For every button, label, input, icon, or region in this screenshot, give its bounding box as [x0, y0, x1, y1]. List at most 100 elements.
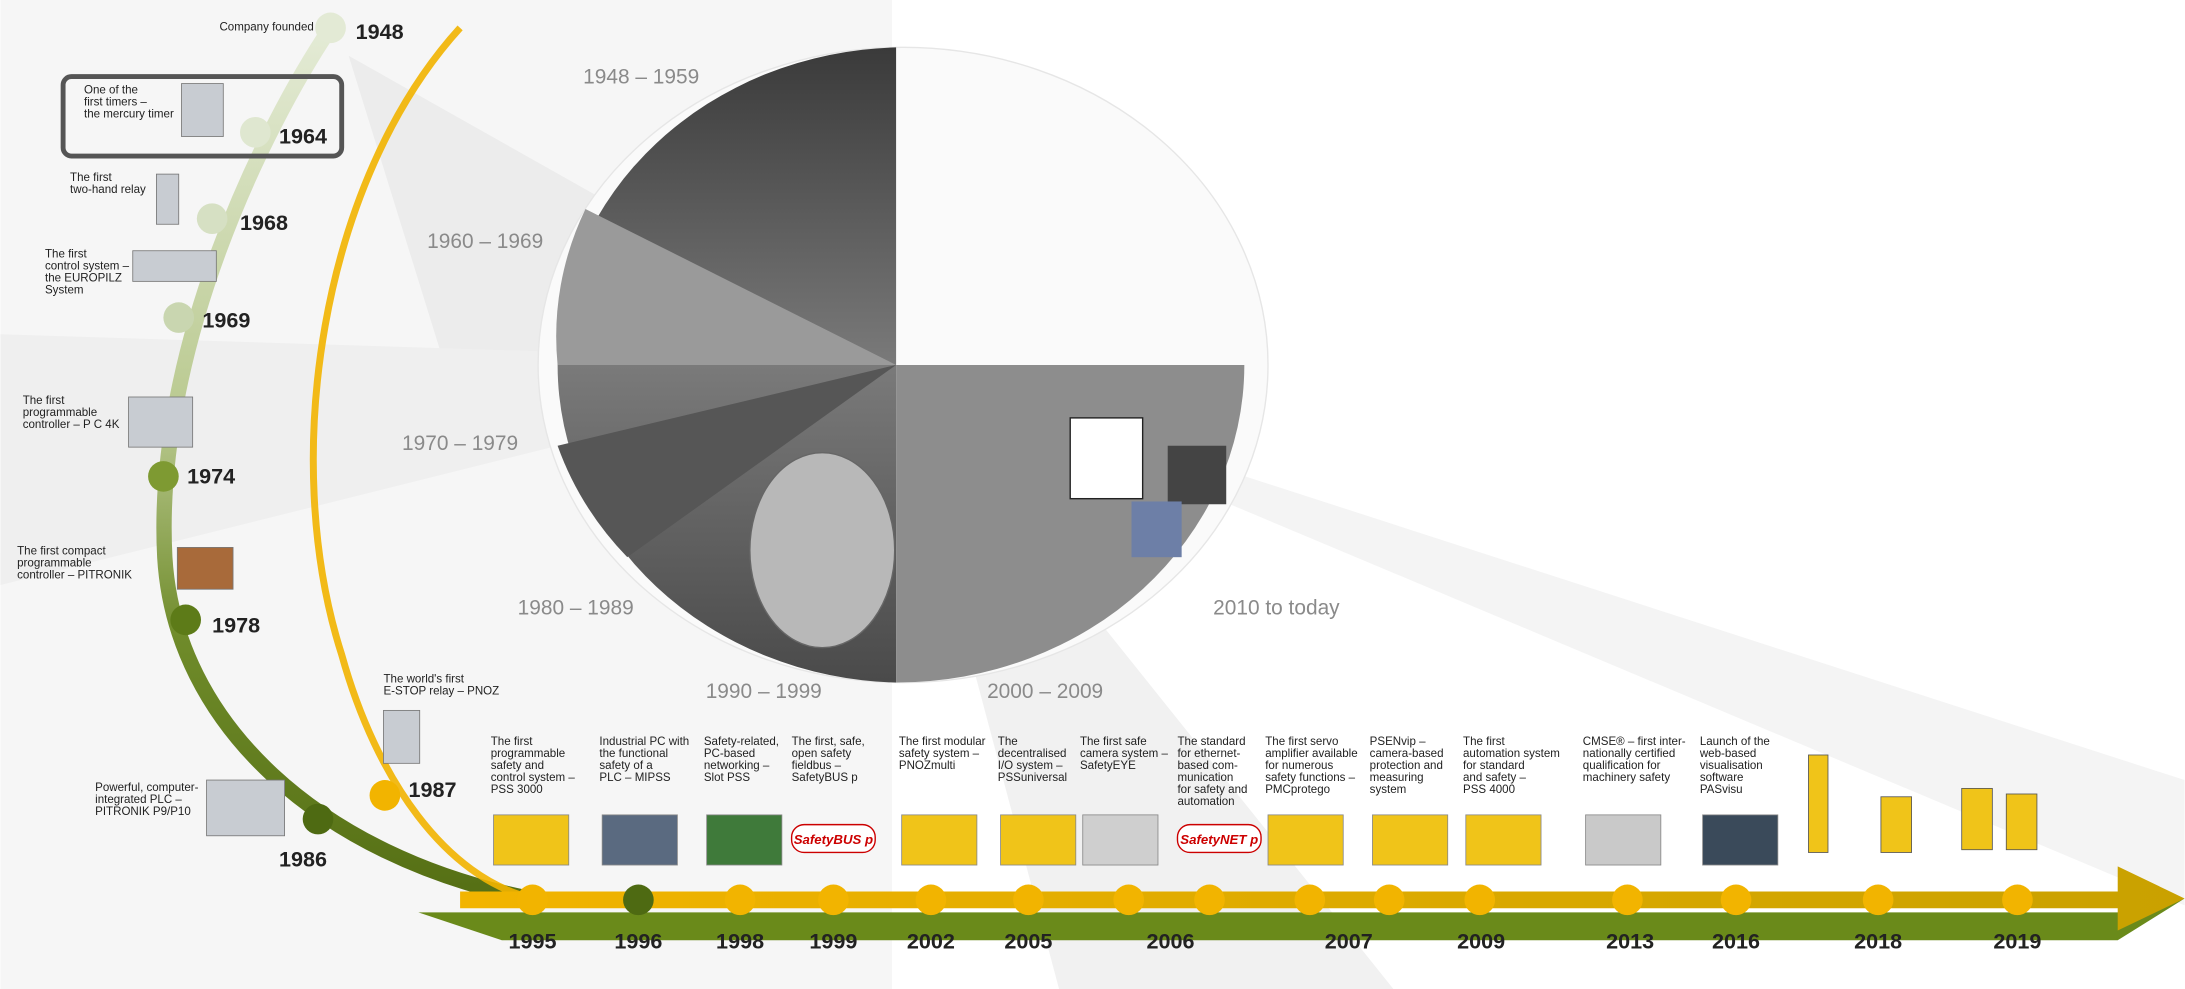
axis-dot — [1194, 885, 1225, 916]
product-image — [494, 815, 569, 865]
event-text: The first modular — [899, 736, 986, 748]
event-text: Powerful, computer- — [95, 782, 198, 794]
event-text: integrated PLC – — [95, 794, 182, 806]
axis-dot — [1294, 885, 1325, 916]
event-text: control system – — [491, 772, 576, 784]
event-text: programmable — [23, 407, 97, 419]
decade-label: 2010 to today — [1213, 596, 1340, 619]
event-text: PITRONIK P9/P10 — [95, 806, 191, 818]
axis-dot — [623, 885, 654, 916]
axis-dot — [916, 885, 947, 916]
event-text: nationally certified — [1583, 748, 1675, 760]
axis-dot — [1374, 885, 1405, 916]
product-image — [156, 174, 178, 224]
event-text: The first safe — [1080, 736, 1147, 748]
product-image — [133, 251, 217, 282]
axis-dot — [1113, 885, 1144, 916]
event-text: for standard — [1463, 760, 1525, 772]
product-image — [1001, 815, 1076, 865]
event-text: PMCprotego — [1265, 784, 1330, 796]
logo-text: SafetyNET p — [1180, 832, 1258, 847]
year-label: 2016 — [1712, 929, 1760, 954]
decade-label: 2000 – 2009 — [987, 680, 1103, 703]
year-label: 2005 — [1004, 929, 1052, 954]
decade-label: 1970 – 1979 — [402, 432, 518, 455]
year-label: 1964 — [279, 123, 327, 148]
year-label: 2006 — [1146, 929, 1194, 954]
event-text: PNOZmulti — [899, 760, 955, 772]
event-text: first timers – — [84, 96, 147, 108]
event-text: for ethernet- — [1177, 748, 1240, 760]
photo-circle — [538, 47, 1268, 682]
year-label: 2013 — [1606, 929, 1654, 954]
event-text: amplifier available — [1265, 748, 1357, 760]
event-text: system — [1370, 784, 1407, 796]
event-text: The first — [23, 395, 65, 407]
year-label: 1968 — [240, 210, 288, 235]
timeline: 1948 – 19591960 – 19691970 – 19791980 – … — [0, 0, 2185, 989]
product-image — [602, 815, 677, 865]
event-text: the mercury timer — [84, 108, 174, 120]
year-label: 1948 — [356, 19, 404, 44]
product-image — [1962, 788, 1993, 849]
event-text: measuring — [1370, 772, 1424, 784]
year-label: 1998 — [716, 929, 764, 954]
year-dot — [148, 461, 179, 492]
event-text: control system – — [45, 261, 130, 273]
event-text: machinery safety — [1583, 772, 1671, 784]
event-text: automation — [1177, 796, 1234, 808]
event-text: Safety-related, — [704, 736, 779, 748]
year-label: 1986 — [279, 846, 327, 871]
event-text: PC-based — [704, 748, 755, 760]
event-text: SafetyEYE — [1080, 760, 1136, 772]
event-text: the EUROPILZ — [45, 273, 122, 285]
event-text: software — [1700, 772, 1744, 784]
axis-dot — [517, 885, 548, 916]
product-image — [2006, 794, 2037, 850]
decade-label: 1960 – 1969 — [427, 230, 543, 253]
product-image — [1703, 815, 1778, 865]
event-text: PSS 3000 — [491, 784, 543, 796]
product-image — [383, 710, 419, 763]
year-dot — [170, 605, 201, 636]
event-text: programmable — [491, 748, 565, 760]
product-image — [1881, 797, 1912, 853]
event-text: decentralised — [998, 748, 1067, 760]
product-image — [182, 84, 224, 137]
event-text: The first — [45, 249, 87, 261]
event-text: camera system – — [1080, 748, 1168, 760]
year-dot — [197, 203, 228, 234]
event-text: two-hand relay — [70, 184, 146, 196]
product-image — [1466, 815, 1541, 865]
axis-dot — [2002, 885, 2033, 916]
axis-dot — [1721, 885, 1752, 916]
year-dot — [303, 804, 334, 835]
year-label: 1996 — [614, 929, 662, 954]
year-label: 2007 — [1325, 929, 1373, 954]
event-text: The world's first — [383, 674, 464, 686]
product-image — [1372, 815, 1447, 865]
event-text: The standard — [1177, 736, 1245, 748]
decade-label: 1990 – 1999 — [706, 680, 822, 703]
event-text: PSSuniversal — [998, 772, 1067, 784]
event-text: The first servo — [1265, 736, 1338, 748]
event-text: PSENvip – — [1370, 736, 1426, 748]
event-text: System — [45, 285, 84, 297]
product-image — [1586, 815, 1661, 865]
decade-label: 1948 – 1959 — [583, 66, 699, 89]
year-label: 2009 — [1457, 929, 1505, 954]
product-image — [129, 397, 193, 447]
event-text: Launch of the — [1700, 736, 1770, 748]
event-text: qualification for — [1583, 760, 1661, 772]
event-text: fieldbus – — [792, 760, 842, 772]
product-image — [707, 815, 782, 865]
event-text: safety of a — [599, 760, 653, 772]
event-text: E-STOP relay – PNOZ — [383, 686, 499, 698]
event-text: web-based — [1699, 748, 1756, 760]
event-text: safety system – — [899, 748, 980, 760]
axis-dot — [1863, 885, 1894, 916]
axis-dot — [1464, 885, 1495, 916]
product-image — [902, 815, 977, 865]
event-text: and safety – — [1463, 772, 1526, 784]
event-text: PASvisu — [1700, 784, 1743, 796]
